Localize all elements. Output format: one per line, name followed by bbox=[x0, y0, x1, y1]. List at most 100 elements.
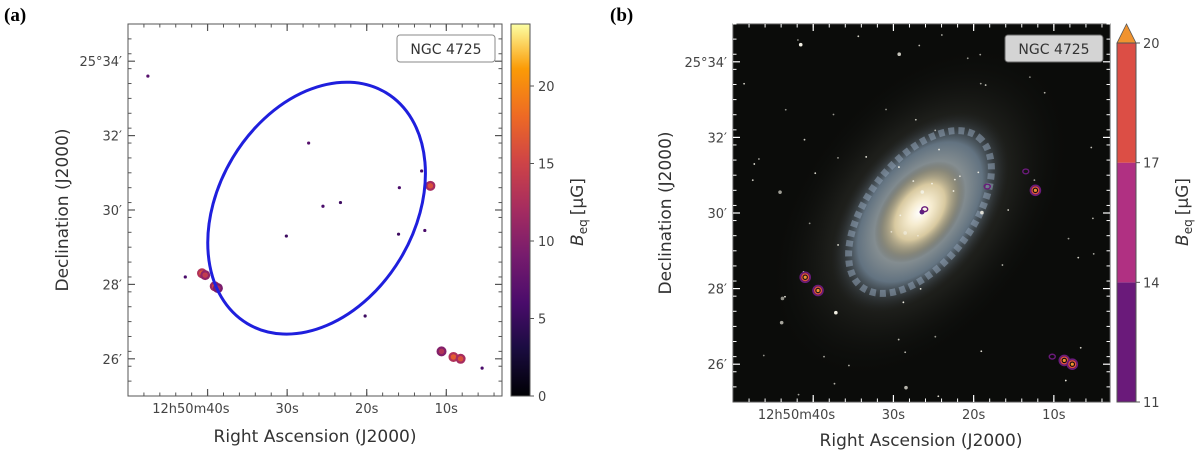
source-core bbox=[457, 356, 464, 362]
colorbar-a-tick-label: 0 bbox=[538, 390, 546, 405]
star bbox=[797, 393, 800, 396]
star bbox=[937, 395, 940, 398]
emission-contour bbox=[983, 183, 991, 190]
colorbar-b: 11 14 17 20 Beq [μG] bbox=[1116, 23, 1195, 411]
foreground-stars bbox=[743, 34, 1095, 398]
source-outer bbox=[363, 314, 367, 318]
star bbox=[779, 320, 784, 325]
star bbox=[753, 163, 756, 165]
star bbox=[920, 190, 925, 194]
x-tick-label: 10s bbox=[1042, 408, 1066, 423]
colorbar-b-level bbox=[1117, 162, 1136, 283]
emission-source bbox=[423, 228, 427, 233]
colorbar-a-symbol: B bbox=[568, 234, 588, 246]
star bbox=[1064, 379, 1067, 382]
star bbox=[780, 296, 785, 301]
panel-b: 12h50m40s 30s 20s 10s 25°34′ 32′ 30′ 28′ 26′ NGC… bbox=[656, 23, 1111, 451]
panel-label-a: (a) bbox=[4, 5, 26, 26]
colorbar-a-tick-label: 5 bbox=[538, 313, 546, 328]
star bbox=[762, 354, 765, 357]
source-outer bbox=[307, 141, 311, 145]
star bbox=[938, 148, 940, 151]
y-tick-label: 28′ bbox=[103, 278, 123, 293]
panel-a: 12h50m40s 30s 20s 10s 25°34′ 32′ 30′ 28′ 26′ NGC… bbox=[53, 23, 503, 447]
source-core bbox=[427, 183, 434, 189]
star bbox=[977, 171, 980, 174]
emission-source bbox=[183, 275, 187, 279]
y-axis-title-a: Declination (J2000) bbox=[53, 128, 73, 291]
colorbar-b-extend-arrow bbox=[1116, 23, 1137, 44]
colorbar-a-title: Beq [μG] bbox=[568, 178, 590, 246]
emission-contour bbox=[812, 284, 824, 297]
colorbar-b-levels bbox=[1116, 23, 1137, 403]
contour-core bbox=[1062, 358, 1066, 363]
panel-label-b: (b) bbox=[610, 5, 633, 26]
x-tick-label: 10s bbox=[435, 402, 459, 417]
emission-source bbox=[321, 204, 325, 208]
colorbar-b-unit: [μG] bbox=[1173, 178, 1193, 215]
star bbox=[917, 234, 919, 237]
x-axis-title-a: Right Ascension (J2000) bbox=[214, 427, 417, 447]
star bbox=[904, 385, 908, 390]
contour-core bbox=[803, 275, 807, 279]
colorbar-b-level bbox=[1117, 43, 1136, 163]
star bbox=[823, 355, 825, 358]
colorbar-b-title: Beq [μG] bbox=[1173, 178, 1195, 246]
colorbar-a-subscript: eq bbox=[576, 219, 590, 234]
y-axis-title-b: Declination (J2000) bbox=[656, 131, 676, 294]
contour-ring-mid bbox=[1068, 360, 1077, 369]
star bbox=[931, 182, 933, 185]
colorbar-b-tick-label: 11 bbox=[1143, 396, 1160, 411]
emission-source bbox=[455, 353, 466, 364]
star bbox=[1067, 237, 1070, 240]
star bbox=[1043, 91, 1046, 94]
star bbox=[902, 301, 905, 304]
y-tick-label: 32′ bbox=[708, 131, 728, 146]
emission-source bbox=[363, 314, 367, 318]
colorbar-b-tick-label: 14 bbox=[1143, 276, 1160, 291]
star bbox=[1090, 146, 1093, 149]
x-tick-label: 12h50m40s bbox=[152, 402, 230, 417]
contour-ring-mid bbox=[813, 286, 823, 295]
star bbox=[743, 82, 746, 85]
source-core bbox=[450, 354, 457, 360]
star bbox=[940, 34, 943, 36]
galaxy-name-b: NGC 4725 bbox=[1018, 42, 1089, 58]
star bbox=[803, 138, 806, 141]
source-core bbox=[438, 348, 445, 355]
y-tick-label: 26′ bbox=[708, 358, 728, 373]
star bbox=[751, 179, 754, 182]
colorbar-a-ticks: 0 5 10 15 20 bbox=[530, 80, 555, 405]
star bbox=[1079, 346, 1082, 349]
emission-source bbox=[425, 180, 436, 191]
emission-source bbox=[146, 74, 150, 78]
source-outer bbox=[423, 228, 427, 233]
source-outer bbox=[480, 366, 484, 370]
source-outer bbox=[183, 275, 187, 279]
star bbox=[980, 210, 984, 215]
star bbox=[833, 382, 836, 385]
star bbox=[808, 222, 811, 225]
source-outer bbox=[321, 204, 325, 208]
colorbar-a-tick-label: 20 bbox=[538, 80, 555, 95]
y-tick-label: 28′ bbox=[708, 283, 728, 298]
y-tick-label: 25°34′ bbox=[684, 56, 727, 71]
galaxy-label-box-a bbox=[396, 34, 496, 63]
star bbox=[890, 230, 893, 233]
colorbar-a-gradient bbox=[510, 23, 531, 397]
contour-ring-mid bbox=[1031, 186, 1040, 195]
contour-ring bbox=[921, 206, 929, 213]
x-axis-title-b: Right Ascension (J2000) bbox=[820, 431, 1023, 451]
contour-ring bbox=[983, 183, 991, 190]
galaxy-name-a: NGC 4725 bbox=[410, 42, 481, 58]
star bbox=[848, 364, 850, 367]
galaxy-label-box-b bbox=[1004, 34, 1104, 63]
emission-contour bbox=[1048, 353, 1056, 360]
star bbox=[865, 156, 868, 158]
emission-source bbox=[396, 232, 401, 236]
star bbox=[904, 351, 907, 354]
colorbar-b-symbol: B bbox=[1173, 234, 1193, 246]
star bbox=[857, 35, 860, 38]
star bbox=[952, 190, 955, 192]
star bbox=[778, 190, 782, 194]
